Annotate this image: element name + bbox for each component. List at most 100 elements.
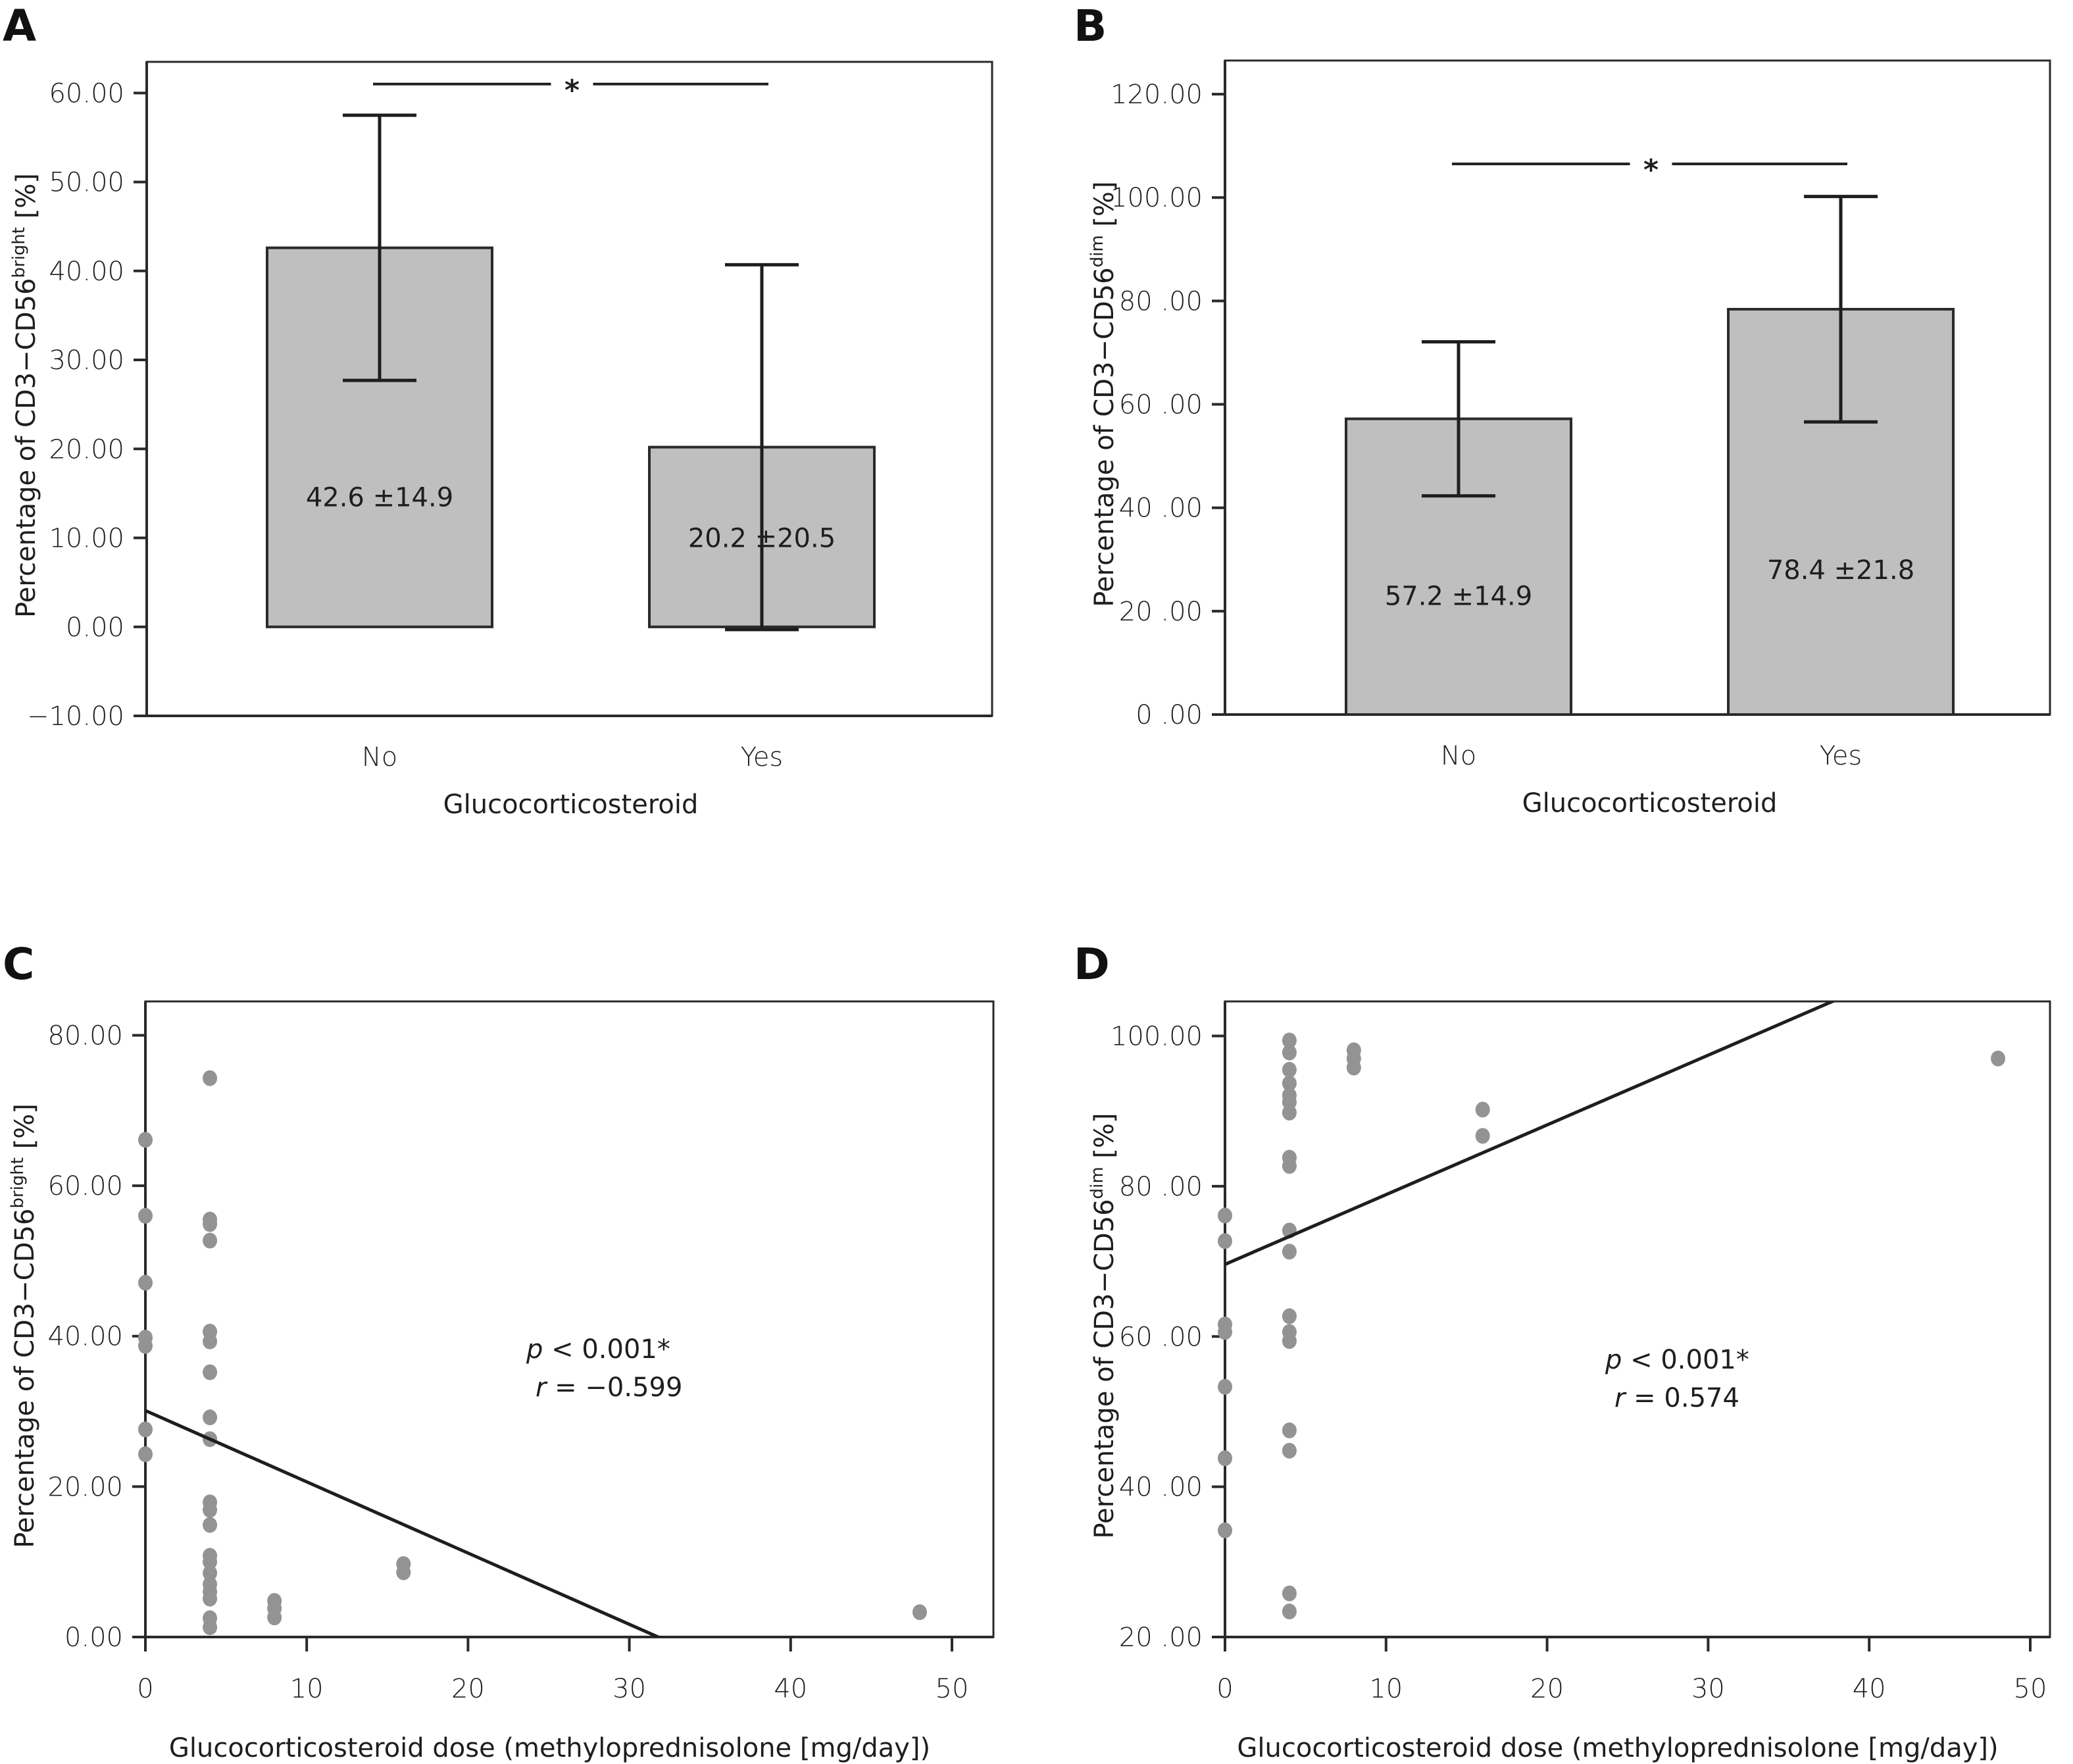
data-point <box>1346 1059 1361 1076</box>
panel-b: B 0 .00 20 .00 40 .00 60 .00 80 .00 100.00 120.… <box>1074 1 2051 819</box>
data-point <box>912 1604 927 1621</box>
panel-letter: C <box>3 939 34 990</box>
data-point <box>1475 1128 1490 1144</box>
data-point <box>203 1619 218 1636</box>
data-point <box>1282 1422 1297 1438</box>
plot-area <box>138 1070 927 1637</box>
x-tick-label: 0 <box>137 1674 153 1704</box>
data-point <box>138 1207 153 1224</box>
x-tick-label: No <box>362 742 397 772</box>
y-tick-label: 0 .00 <box>1136 700 1203 730</box>
y-tick-label: 40 .00 <box>1119 493 1203 524</box>
x-tick-label: 0 <box>1216 1674 1233 1704</box>
p-symbol: p <box>1605 1345 1622 1375</box>
data-point <box>203 1553 218 1570</box>
r-symbol: r <box>1614 1383 1627 1413</box>
x-tick-label: Yes <box>1820 741 1862 771</box>
x-tick-label: 10 <box>290 1674 324 1704</box>
panel-a: A −10.00 0.00 10.00 20.00 30.00 40.00 50.00 60.0… <box>3 1 993 820</box>
x-tick-label: 40 <box>774 1674 807 1704</box>
panel-letter: D <box>1074 939 1110 990</box>
y-axis-title-main: Percentage of CD3−CD56 <box>1089 267 1120 607</box>
y-tick-label: 0.00 <box>64 1623 123 1653</box>
data-point <box>138 1132 153 1148</box>
x-tick-label: 50 <box>2014 1674 2047 1704</box>
y-tick-label: 60.00 <box>47 1171 123 1201</box>
x-tick-label: 50 <box>936 1674 969 1704</box>
data-point <box>1282 1044 1297 1061</box>
y-axis-title-unit: [%] <box>10 1103 40 1157</box>
data-point <box>1282 1032 1297 1049</box>
p-value: < 0.001* <box>543 1334 670 1365</box>
data-point <box>203 1590 218 1607</box>
data-point <box>1282 1158 1297 1174</box>
r-value-annotation: r = −0.599 <box>536 1373 682 1403</box>
y-axis-title-main: Percentage of CD3−CD56 <box>10 1209 40 1548</box>
data-point <box>1282 1104 1297 1121</box>
data-point <box>1282 1442 1297 1459</box>
y-axis-title-main: Percentage of CD3−CD56 <box>11 278 41 618</box>
r-value: = 0.574 <box>1625 1383 1739 1413</box>
p-value-annotation: p < 0.001* <box>1605 1345 1749 1375</box>
bar-value-label: 78.4 ±21.8 <box>1767 555 1914 586</box>
p-symbol: p <box>526 1334 543 1365</box>
x-axis-title: Glucocorticosteroid dose (methyloprednis… <box>169 1733 930 1763</box>
x-axis-title: Glucocorticosteroid <box>1522 788 1778 819</box>
y-axis-title-unit: [%] <box>1089 1113 1120 1167</box>
y-axis-title-superscript: bright <box>8 1157 28 1209</box>
data-point <box>1991 1050 2006 1067</box>
x-tick-label: No <box>1441 741 1476 771</box>
y-tick-label: 80 .00 <box>1119 286 1203 316</box>
data-point <box>1218 1324 1232 1340</box>
y-axis-title: Percentage of CD3−CD56dim [%] <box>1087 1113 1120 1538</box>
y-tick-label: 20 .00 <box>1119 597 1203 627</box>
panel-d: D 20 .00 40 .00 60 .00 80 .00 100.00 Percentag… <box>1074 939 2051 1763</box>
y-tick-label: 40.00 <box>49 257 124 287</box>
regression-line <box>1224 1001 1837 1266</box>
x-tick-label: 20 <box>451 1674 485 1704</box>
y-tick-label: 60 .00 <box>1119 390 1203 420</box>
data-point <box>1218 1450 1232 1467</box>
y-tick-label: 50.00 <box>49 168 124 198</box>
y-tick-label: 80.00 <box>47 1021 123 1051</box>
data-point <box>1475 1101 1490 1118</box>
y-tick-label: 10.00 <box>49 524 124 554</box>
data-point <box>203 1364 218 1380</box>
x-axis-title: Glucocorticosteroid <box>443 790 699 820</box>
r-value: = −0.599 <box>546 1373 682 1403</box>
data-point <box>1282 1075 1297 1092</box>
data-point <box>203 1232 218 1249</box>
y-tick-label: 40.00 <box>47 1322 123 1352</box>
data-point <box>1218 1522 1232 1538</box>
y-axis-title: Percentage of CD3−CD56bright [%] <box>8 1103 40 1548</box>
data-point <box>1282 1244 1297 1260</box>
data-point <box>203 1409 218 1426</box>
data-point <box>203 1565 218 1581</box>
data-point <box>203 1501 218 1518</box>
y-tick-label: 100.00 <box>1111 1022 1203 1052</box>
y-tick-label: 60.00 <box>49 78 124 109</box>
y-tick-label: 120.00 <box>1111 80 1203 110</box>
panel-letter: A <box>3 1 36 51</box>
data-point <box>203 1070 218 1086</box>
panel-c: C 0.00 20.00 40.00 60.00 80.00 Percentage of C… <box>3 939 995 1763</box>
x-tick-label: 40 <box>1853 1674 1886 1704</box>
x-tick-label: 30 <box>612 1674 646 1704</box>
p-value-annotation: p < 0.001* <box>526 1334 670 1365</box>
data-point <box>1218 1378 1232 1395</box>
y-tick-label: 20 .00 <box>1119 1623 1203 1653</box>
bar-value-label: 42.6 ±14.9 <box>306 482 453 513</box>
data-point <box>1282 1308 1297 1324</box>
bar-value-label: 57.2 ±14.9 <box>1385 581 1532 611</box>
p-value: < 0.001* <box>1622 1345 1749 1375</box>
data-point <box>138 1338 153 1354</box>
y-axis-title-superscript: dim <box>1087 235 1107 267</box>
y-tick-label: 0.00 <box>66 613 124 643</box>
x-tick-label: 20 <box>1530 1674 1564 1704</box>
plot-area <box>1218 1001 2006 1620</box>
panel-letter: B <box>1074 1 1107 51</box>
y-axis-title-unit: [%] <box>11 173 41 227</box>
x-tick-label: Yes <box>741 742 784 772</box>
data-point <box>1218 1233 1232 1249</box>
